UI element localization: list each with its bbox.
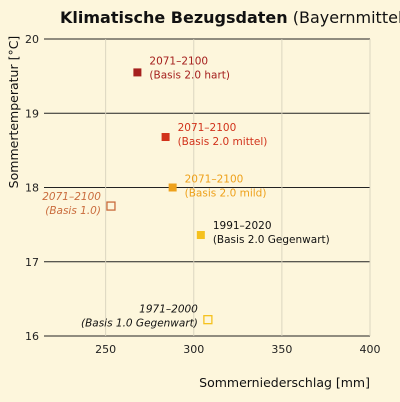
point-label-period: 2071–2100 bbox=[42, 191, 101, 203]
point-label-basis: (Basis 2.0 mild) bbox=[185, 188, 267, 200]
data-points: 2071–2100 (Basis 2.0 hart) 2071–2100 (Basis… bbox=[42, 55, 329, 329]
x-tick-label: 400 bbox=[360, 343, 381, 356]
point-label-period: 1991–2020 bbox=[213, 220, 272, 232]
x-tick-label: 300 bbox=[183, 343, 204, 356]
data-point-marker bbox=[203, 315, 213, 325]
data-point-marker bbox=[106, 201, 116, 211]
y-tick-label: 16 bbox=[25, 330, 39, 343]
point-label-period: 1971–2000 bbox=[139, 304, 198, 316]
tick-labels: 16 17 18 19 20 250 300 350 400 bbox=[25, 33, 381, 356]
data-point-marker bbox=[196, 231, 205, 240]
grid-lines bbox=[44, 38, 371, 337]
point-label-basis: (Basis 1.0) bbox=[45, 205, 101, 217]
y-axis-label: Sommertemperatur [°C] bbox=[6, 36, 21, 189]
chart-title: Klimatische Bezugsdaten bbox=[60, 8, 288, 27]
x-tick-label: 350 bbox=[271, 343, 292, 356]
chart-subtitle: (Bayernmittel) bbox=[292, 8, 400, 27]
y-tick-label: 17 bbox=[25, 256, 39, 269]
chart-title-row: Klimatische Bezugsdaten (Bayernmittel) bbox=[60, 8, 400, 27]
point-label-basis: (Basis 2.0 mittel) bbox=[178, 136, 268, 148]
y-tick-label: 19 bbox=[25, 107, 39, 120]
data-point-marker bbox=[133, 68, 142, 77]
point-label-period: 2071–2100 bbox=[178, 122, 237, 134]
point-label-period: 2071–2100 bbox=[149, 55, 208, 67]
y-tick-label: 20 bbox=[25, 33, 39, 46]
data-point-marker bbox=[161, 133, 170, 142]
data-point-marker bbox=[168, 183, 177, 192]
x-tick-label: 250 bbox=[95, 343, 116, 356]
point-label-basis: (Basis 2.0 hart) bbox=[149, 69, 230, 81]
point-label-basis: (Basis 1.0 Gegenwart) bbox=[81, 318, 198, 330]
point-label-period: 2071–2100 bbox=[185, 174, 244, 186]
point-label-basis: (Basis 2.0 Gegenwart) bbox=[213, 234, 330, 246]
y-tick-label: 18 bbox=[25, 182, 39, 195]
x-axis-label: Sommerniederschlag [mm] bbox=[199, 375, 370, 390]
